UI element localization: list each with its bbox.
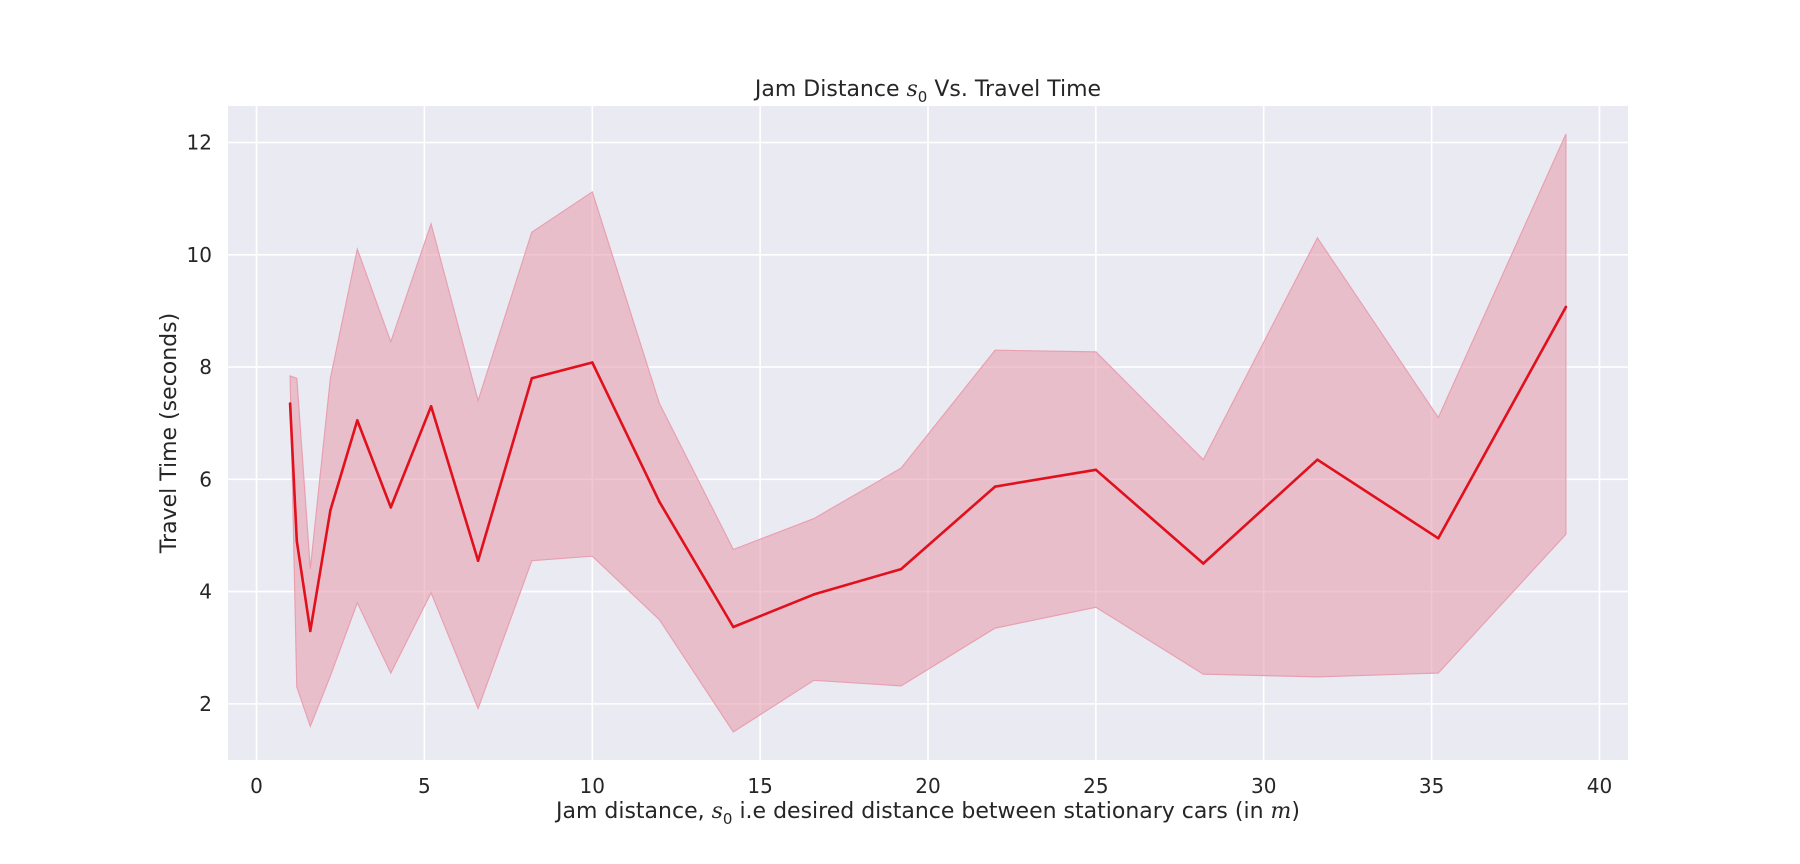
data-point <box>476 559 480 563</box>
x-axis-label-pre: Jam distance, <box>554 799 712 824</box>
x-tick-label: 30 <box>1251 774 1276 798</box>
x-tick-labels: 0 5 10 15 20 25 30 35 40 <box>250 774 1612 798</box>
data-point <box>389 506 393 509</box>
data-point <box>1564 305 1568 309</box>
y-tick-label: 12 <box>187 130 212 154</box>
x-axis-label: Jam distance, s0 i.e desired distance be… <box>554 799 1300 828</box>
y-axis-label: Travel Time (seconds) <box>157 313 182 554</box>
x-tick-label: 25 <box>1083 774 1108 798</box>
y-tick-label: 6 <box>199 467 212 491</box>
chart-title-subscript: 0 <box>918 88 928 106</box>
data-point <box>1094 468 1098 472</box>
data-point <box>355 419 359 422</box>
data-point <box>899 567 903 571</box>
chart-title: Jam Distance s0 Vs. Travel Time <box>753 77 1101 106</box>
chart-title-post: Vs. Travel Time <box>927 77 1101 102</box>
x-tick-label: 10 <box>580 774 605 798</box>
data-point <box>993 485 997 488</box>
x-tick-label: 20 <box>915 774 940 798</box>
y-tick-label: 10 <box>187 243 212 267</box>
x-tick-label: 0 <box>250 774 263 798</box>
data-point <box>658 500 661 504</box>
data-point <box>308 629 312 633</box>
data-point <box>295 539 299 543</box>
x-axis-label-post: ) <box>1291 799 1300 824</box>
data-point <box>1316 458 1319 461</box>
x-axis-label-unit: m <box>1271 799 1292 824</box>
x-tick-label: 35 <box>1419 774 1444 798</box>
y-tick-labels: 2 4 6 8 10 12 <box>187 130 212 715</box>
x-tick-label: 40 <box>1587 774 1612 798</box>
data-point <box>429 405 433 408</box>
data-point <box>1201 562 1205 565</box>
data-point <box>329 508 332 512</box>
x-axis-label-symbol: s <box>712 799 723 824</box>
data-point <box>590 361 594 364</box>
y-tick-label: 4 <box>199 580 212 604</box>
mean-travel-time-line <box>288 306 1568 633</box>
data-point <box>1437 536 1440 540</box>
x-tick-label: 5 <box>418 774 431 798</box>
chart-title-pre: Jam Distance <box>753 77 907 102</box>
data-point <box>731 625 735 629</box>
y-tick-label: 2 <box>199 692 212 716</box>
data-point <box>530 376 534 380</box>
data-point <box>288 402 292 405</box>
y-tick-label: 8 <box>199 355 212 379</box>
x-axis-label-mid: i.e desired distance between stationary … <box>732 799 1270 824</box>
x-tick-label: 15 <box>747 774 772 798</box>
data-point <box>812 593 816 596</box>
confidence-band-layer <box>289 133 1567 733</box>
series-line-layer <box>288 305 1568 633</box>
chart-title-symbol: s <box>907 77 918 102</box>
confidence-band <box>289 133 1567 733</box>
x-axis-label-subscript: 0 <box>723 810 733 828</box>
